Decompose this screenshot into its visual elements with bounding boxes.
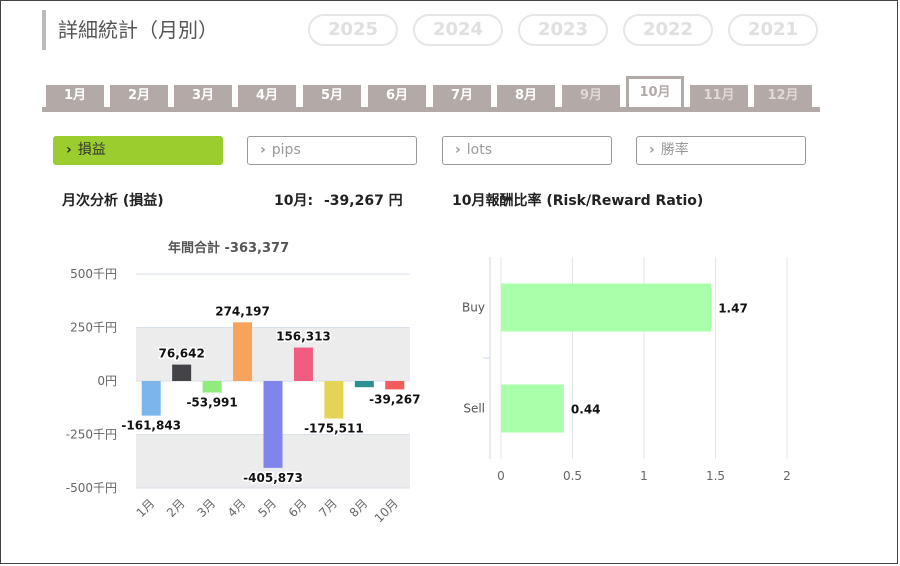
year-pill-2021[interactable]: 2021: [728, 14, 818, 46]
metric-tab-profit[interactable]: › 損益: [53, 136, 223, 165]
year-pill-2023[interactable]: 2023: [518, 14, 608, 46]
chevron-right-icon: ›: [649, 142, 655, 158]
metric-tab-label: pips: [271, 142, 301, 158]
metric-tab-label: lots: [466, 142, 493, 158]
annual-total: 年間合計 -363,377: [168, 241, 290, 256]
current-month-pnl: 10月: -39,267 円: [274, 190, 403, 210]
month-tab-1[interactable]: 1月: [46, 85, 104, 107]
metric-tab-pips[interactable]: › pips: [247, 136, 417, 165]
chevron-right-icon: ›: [455, 142, 461, 158]
month-tab-4[interactable]: 4月: [238, 85, 296, 107]
page-title: 詳細統計（月別）: [42, 10, 218, 50]
month-tab-9: 9月: [562, 85, 620, 107]
month-tab-8[interactable]: 8月: [497, 85, 555, 107]
month-tab-6[interactable]: 6月: [368, 85, 426, 107]
month-tab-7[interactable]: 7月: [433, 85, 491, 107]
monthly-analysis-title: 月次分析 (損益): [62, 193, 164, 209]
metric-tab-label: 勝率: [660, 142, 689, 158]
month-tab-10[interactable]: 10月: [626, 76, 684, 107]
current-month-label: 10月:: [274, 193, 314, 209]
month-tab-2[interactable]: 2月: [110, 85, 168, 107]
month-tabs: 1月 2月 3月 4月 5月 6月 7月 8月 9月 10月 11月 12月: [42, 76, 820, 112]
metric-tab-lots[interactable]: › lots: [442, 136, 612, 165]
ratio-section-title: 10月報酬比率 (Risk/Reward Ratio): [452, 193, 704, 209]
month-tab-12: 12月: [754, 85, 812, 107]
month-tabs-baseline: [42, 107, 820, 112]
month-tab-11: 11月: [690, 85, 748, 107]
year-pill-2022[interactable]: 2022: [623, 14, 713, 46]
chevron-right-icon: ›: [260, 142, 266, 158]
year-pill-2024[interactable]: 2024: [413, 14, 503, 46]
metric-tab-winrate[interactable]: › 勝率: [636, 136, 806, 165]
current-month-value: -39,267 円: [323, 193, 403, 209]
month-tab-3[interactable]: 3月: [174, 85, 232, 107]
year-pill-2025[interactable]: 2025: [308, 14, 398, 46]
month-tab-5[interactable]: 5月: [303, 85, 361, 107]
chevron-right-icon: ›: [66, 142, 72, 158]
metric-tab-label: 損益: [77, 142, 106, 158]
